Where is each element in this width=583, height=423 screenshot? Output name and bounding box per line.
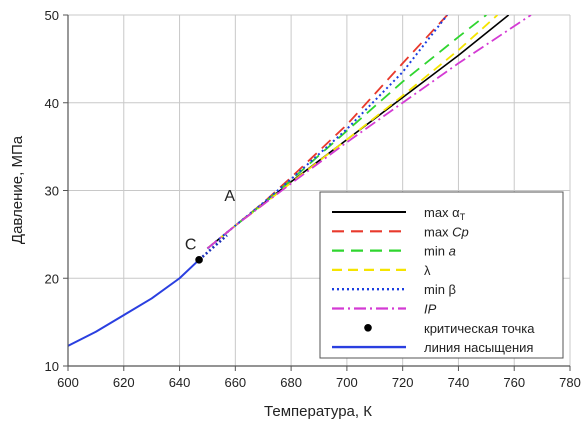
x-tick-label: 760 xyxy=(503,375,525,390)
annotation-c: C xyxy=(185,236,197,253)
critical-point-marker xyxy=(195,256,203,264)
x-tick-label: 700 xyxy=(336,375,358,390)
legend-label-линия-насыщения: линия насыщения xyxy=(424,340,533,355)
x-tick-label: 600 xyxy=(57,375,79,390)
x-tick-label: 680 xyxy=(280,375,302,390)
x-tick-label: 660 xyxy=(224,375,246,390)
annotation-a: A xyxy=(224,188,235,205)
legend-label-min-a: min a xyxy=(424,244,456,259)
tick-labels: 600 620 640 660 680 700 720 740 760 780 10 20 30 40 50 xyxy=(45,8,581,390)
x-tick-label: 620 xyxy=(113,375,135,390)
y-tick-label: 30 xyxy=(45,184,59,199)
x-tick-label: 740 xyxy=(448,375,470,390)
legend-label-min-: min β xyxy=(424,282,456,297)
series-line-max-cp xyxy=(206,15,448,250)
legend-box xyxy=(319,191,564,359)
y-tick-label: 20 xyxy=(45,271,59,286)
series-line-линия-насыщения xyxy=(68,259,200,347)
legend-marker-критическая-точка xyxy=(364,324,372,332)
legend-label-max-cp: max Cp xyxy=(424,224,469,239)
critical-extension-line xyxy=(198,234,228,261)
series-clip-group xyxy=(68,15,532,347)
series-line-ip xyxy=(206,15,532,250)
y-axis-label: Давление, МПа xyxy=(9,135,26,244)
series-line-min- xyxy=(206,15,449,250)
x-tick-label: 780 xyxy=(559,375,581,390)
y-tick-label: 50 xyxy=(45,8,59,23)
legend-label--: λ xyxy=(424,263,431,278)
x-tick-label: 720 xyxy=(392,375,414,390)
axes xyxy=(63,14,571,371)
y-tick-label: 10 xyxy=(45,359,59,374)
series-layer xyxy=(68,15,532,347)
legend: max αT max Cp min a λ min β IP критическая точ… xyxy=(319,191,564,359)
legend-label-max-t: max αT xyxy=(424,205,466,222)
legend-label-ip: IP xyxy=(424,302,437,317)
legend-label-критическая-точка: критическая точка xyxy=(424,321,535,336)
x-tick-label: 640 xyxy=(169,375,191,390)
annotation-layer: A C xyxy=(185,188,235,253)
y-tick-label: 40 xyxy=(45,96,59,111)
x-axis-label: Температура, К xyxy=(264,403,372,420)
